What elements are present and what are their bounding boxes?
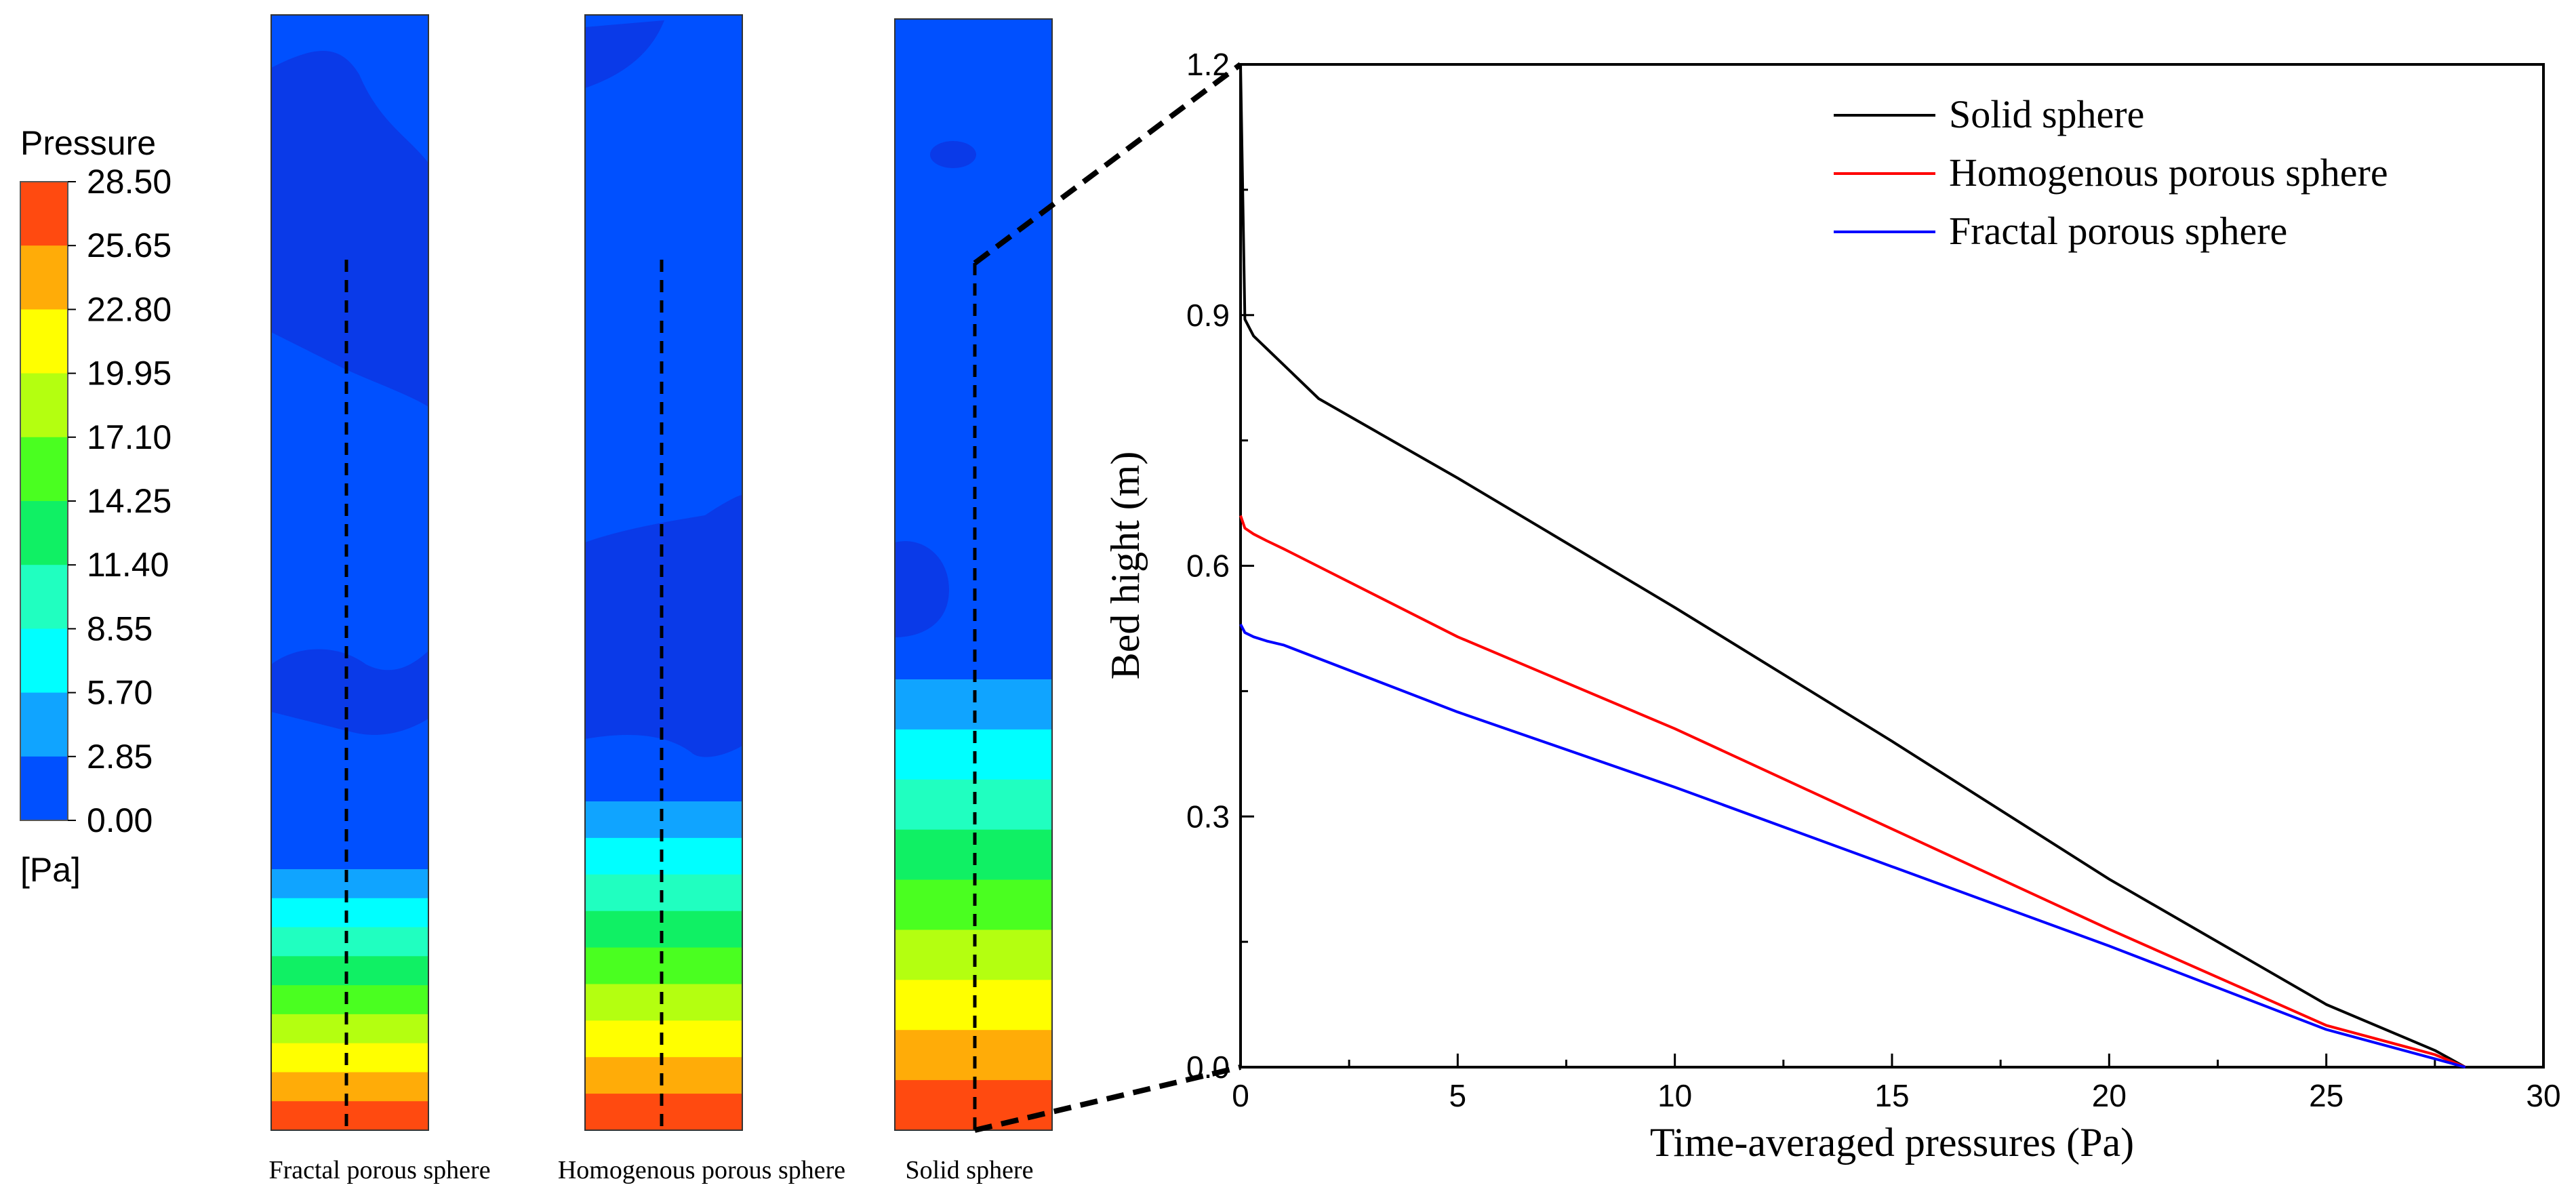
legend-tick-label: 17.10 <box>87 418 172 456</box>
column-label: Solid sphere <box>906 1156 1034 1184</box>
series-lines <box>1239 64 2466 1069</box>
pressure-band <box>585 801 742 839</box>
legend-entry-label: Solid sphere <box>1949 92 2144 136</box>
contour-column-fractal: Fractal porous sphere <box>268 14 491 1184</box>
pressure-band <box>271 927 428 957</box>
pressure-band <box>271 956 428 986</box>
legend-tick-label: 22.80 <box>87 290 172 328</box>
y-tick-label: 1.2 <box>1186 47 1230 82</box>
x-tick-label: 25 <box>2309 1078 2343 1113</box>
zoom-connector-top <box>973 62 1243 266</box>
series-line-homogenous-porous-sphere <box>1239 515 2466 1069</box>
legend-ticks: 28.50 25.65 22.80 19.95 17.10 14.25 11.40 8.55 5… <box>68 163 172 839</box>
x-tick-label: 10 <box>1657 1078 1692 1113</box>
column-label: Homogenous porous sphere <box>558 1156 845 1184</box>
y-axis-ticks: 0.0 0.3 0.6 0.9 1.2 <box>1186 47 1254 1085</box>
contour-frame <box>584 14 743 1131</box>
x-tick-label: 20 <box>2092 1078 2127 1113</box>
low-pressure-region <box>585 20 664 88</box>
pressure-band <box>271 1101 428 1131</box>
pressure-band <box>271 898 428 928</box>
plot-frame <box>1239 63 2545 1069</box>
legend-tick-label: 11.40 <box>87 546 169 584</box>
legend-tick-label: 25.65 <box>87 226 172 264</box>
pressure-band <box>271 1014 428 1044</box>
low-pressure-region <box>930 141 976 168</box>
legend-title: Pressure <box>20 124 156 162</box>
legend-tick-label: 28.50 <box>87 163 172 201</box>
x-tick-label: 30 <box>2526 1078 2560 1113</box>
low-pressure-region <box>271 51 428 407</box>
x-axis-ticks: 0 5 10 15 20 25 30 <box>1232 1054 2561 1113</box>
pressure-band <box>271 1072 428 1102</box>
y-tick-label: 0.3 <box>1186 799 1230 834</box>
legend-band <box>20 628 68 694</box>
pressure-band <box>585 984 742 1021</box>
legend-band <box>20 309 68 374</box>
y-tick-label: 0.9 <box>1186 298 1230 333</box>
zoom-connector-bottom <box>974 1064 1241 1133</box>
y-axis-label: Bed hight (m) <box>1103 452 1148 680</box>
legend-tick-label: 5.70 <box>87 674 153 712</box>
x-tick-label: 15 <box>1874 1078 1909 1113</box>
pressure-band <box>585 911 742 949</box>
contour-column-solid: Solid sphere <box>894 18 1053 1184</box>
pressure-band <box>585 1057 742 1094</box>
series-line-solid-sphere <box>1239 64 2466 1069</box>
pressure-band <box>271 1043 428 1073</box>
legend-unit: [Pa] <box>20 851 81 889</box>
low-pressure-region <box>895 541 949 637</box>
legend-band <box>20 373 68 438</box>
x-tick-label: 0 <box>1232 1078 1249 1113</box>
legend-tick-label: 0.00 <box>87 801 153 839</box>
column-label: Fractal porous sphere <box>268 1156 490 1184</box>
legend-band <box>20 756 68 821</box>
line-chart: 0 5 10 15 20 25 30 0.0 0.3 0.6 0.9 1.2 Solid spher… <box>1103 47 2561 1165</box>
pressure-band <box>585 1094 742 1131</box>
low-pressure-region <box>271 649 428 735</box>
legend-entry-label: Fractal porous sphere <box>1949 209 2287 253</box>
y-tick-label: 0.6 <box>1186 548 1230 584</box>
pressure-band <box>271 985 428 1015</box>
series-line-fractal-porous-sphere <box>1239 623 2466 1069</box>
legend-band <box>20 501 68 565</box>
contour-column-homogenous: Homogenous porous sphere <box>558 14 845 1184</box>
legend-band <box>20 182 68 246</box>
chart-legend: Solid sphere Homogenous porous sphere Frac… <box>1834 92 2388 253</box>
pressure-band <box>585 1020 742 1058</box>
legend-band <box>20 692 68 757</box>
legend-band <box>20 565 68 629</box>
legend-band <box>20 437 68 502</box>
pressure-band <box>585 947 742 984</box>
contour-frame <box>270 14 429 1131</box>
pressure-band <box>585 874 742 912</box>
pressure-band <box>271 869 428 899</box>
legend-bands <box>20 182 68 821</box>
pressure-legend: Pressure 28.50 25.65 22.80 19.95 17.10 14.25 1… <box>20 124 172 889</box>
legend-band <box>20 245 68 310</box>
legend-tick-label: 14.25 <box>87 482 172 520</box>
legend-tick-label: 2.85 <box>87 738 153 776</box>
legend-entry-label: Homogenous porous sphere <box>1949 151 2388 195</box>
x-axis-label: Time-averaged pressures (Pa) <box>1650 1120 2134 1165</box>
pressure-band <box>585 837 742 875</box>
x-tick-label: 5 <box>1449 1078 1467 1113</box>
legend-tick-label: 8.55 <box>87 610 153 647</box>
y-tick-label: 0.0 <box>1186 1050 1230 1085</box>
low-pressure-region <box>585 495 742 757</box>
contour-frame <box>894 18 1053 1131</box>
legend-tick-label: 19.95 <box>87 355 172 393</box>
